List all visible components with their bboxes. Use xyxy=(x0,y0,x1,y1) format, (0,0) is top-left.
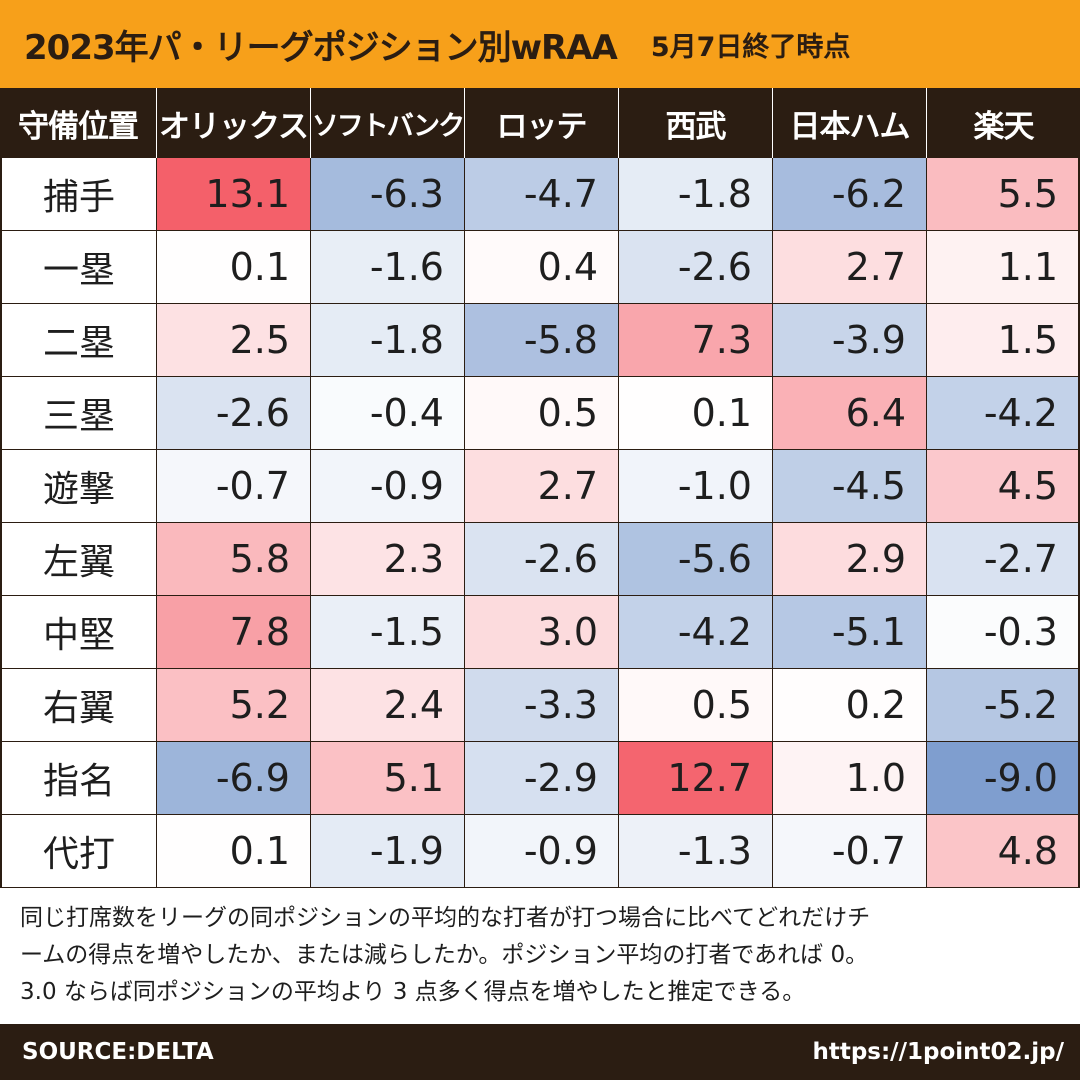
value-cell: 0.1 xyxy=(156,231,310,304)
value-cell: -9.0 xyxy=(926,742,1080,815)
value-cell: -0.7 xyxy=(772,815,926,888)
value-cell: -1.9 xyxy=(310,815,464,888)
value-cell: -0.7 xyxy=(156,450,310,523)
value-cell: 3.0 xyxy=(464,596,618,669)
header-team: 西武 xyxy=(618,88,772,158)
chart-title: 2023年パ・リーグポジション別wRAA xyxy=(24,27,618,68)
row-label: 指名 xyxy=(0,742,156,815)
header-team: オリックス xyxy=(156,88,310,158)
value-cell: 4.8 xyxy=(926,815,1080,888)
value-cell: 5.8 xyxy=(156,523,310,596)
value-cell: 2.7 xyxy=(464,450,618,523)
value-cell: -6.3 xyxy=(310,158,464,231)
value-cell: -5.1 xyxy=(772,596,926,669)
value-cell: -0.3 xyxy=(926,596,1080,669)
value-cell: 1.0 xyxy=(772,742,926,815)
value-cell: -4.2 xyxy=(618,596,772,669)
row-label: 右翼 xyxy=(0,669,156,742)
value-cell: 5.1 xyxy=(310,742,464,815)
header-team: 楽天 xyxy=(926,88,1080,158)
value-cell: 2.3 xyxy=(310,523,464,596)
value-cell: -2.6 xyxy=(464,523,618,596)
value-cell: -1.8 xyxy=(310,304,464,377)
value-cell: 1.1 xyxy=(926,231,1080,304)
row-label: 中堅 xyxy=(0,596,156,669)
value-cell: 0.5 xyxy=(464,377,618,450)
value-cell: -0.9 xyxy=(464,815,618,888)
source-label: SOURCE:DELTA xyxy=(22,1039,214,1065)
note-line-2: ームの得点を増やしたか、または減らしたか。ポジション平均の打者であれば 0。 xyxy=(20,942,869,968)
value-cell: 5.2 xyxy=(156,669,310,742)
row-label: 二塁 xyxy=(0,304,156,377)
value-cell: 0.2 xyxy=(772,669,926,742)
value-cell: 4.5 xyxy=(926,450,1080,523)
value-cell: -2.6 xyxy=(618,231,772,304)
value-cell: -6.2 xyxy=(772,158,926,231)
value-cell: -1.3 xyxy=(618,815,772,888)
header-team: ソフトバンク xyxy=(310,88,464,158)
value-cell: -1.5 xyxy=(310,596,464,669)
value-cell: -6.9 xyxy=(156,742,310,815)
row-label: 捕手 xyxy=(0,158,156,231)
value-cell: 7.3 xyxy=(618,304,772,377)
header-position: 守備位置 xyxy=(0,88,156,158)
row-label: 左翼 xyxy=(0,523,156,596)
row-label: 遊撃 xyxy=(0,450,156,523)
value-cell: 2.4 xyxy=(310,669,464,742)
value-cell: 0.5 xyxy=(618,669,772,742)
value-cell: -5.8 xyxy=(464,304,618,377)
value-cell: -5.6 xyxy=(618,523,772,596)
value-cell: 12.7 xyxy=(618,742,772,815)
value-cell: -4.7 xyxy=(464,158,618,231)
value-cell: 6.4 xyxy=(772,377,926,450)
row-label: 三塁 xyxy=(0,377,156,450)
site-url[interactable]: https://1point02.jp/ xyxy=(812,1039,1064,1065)
value-cell: 7.8 xyxy=(156,596,310,669)
value-cell: 13.1 xyxy=(156,158,310,231)
header-team: 日本ハム xyxy=(772,88,926,158)
note-line-1: 同じ打席数をリーグの同ポジションの平均的な打者が打つ場合に比べてどれだけチ xyxy=(20,905,871,931)
value-cell: 0.4 xyxy=(464,231,618,304)
value-cell: -5.2 xyxy=(926,669,1080,742)
value-cell: -0.9 xyxy=(310,450,464,523)
value-cell: 2.7 xyxy=(772,231,926,304)
row-label: 代打 xyxy=(0,815,156,888)
value-cell: -2.6 xyxy=(156,377,310,450)
value-cell: -2.9 xyxy=(464,742,618,815)
value-cell: -3.9 xyxy=(772,304,926,377)
value-cell: -4.5 xyxy=(772,450,926,523)
value-cell: -1.6 xyxy=(310,231,464,304)
value-cell: 2.9 xyxy=(772,523,926,596)
value-cell: -2.7 xyxy=(926,523,1080,596)
value-cell: -0.4 xyxy=(310,377,464,450)
value-cell: 2.5 xyxy=(156,304,310,377)
value-cell: -1.8 xyxy=(618,158,772,231)
note-line-3: 3.0 ならば同ポジションの平均より 3 点多く得点を増やしたと推定できる。 xyxy=(20,979,806,1005)
value-cell: 1.5 xyxy=(926,304,1080,377)
row-label: 一塁 xyxy=(0,231,156,304)
value-cell: 0.1 xyxy=(156,815,310,888)
title-bar: 2023年パ・リーグポジション別wRAA 5月7日終了時点 xyxy=(0,0,1080,88)
value-cell: -1.0 xyxy=(618,450,772,523)
header-team: ロッテ xyxy=(464,88,618,158)
value-cell: -4.2 xyxy=(926,377,1080,450)
chart-subtitle: 5月7日終了時点 xyxy=(650,31,851,63)
value-cell: 0.1 xyxy=(618,377,772,450)
value-cell: -3.3 xyxy=(464,669,618,742)
value-cell: 5.5 xyxy=(926,158,1080,231)
footer-bar: SOURCE:DELTA https://1point02.jp/ xyxy=(0,1024,1080,1080)
explanation-note: 同じ打席数をリーグの同ポジションの平均的な打者が打つ場合に比べてどれだけチ ーム… xyxy=(20,900,1070,1011)
